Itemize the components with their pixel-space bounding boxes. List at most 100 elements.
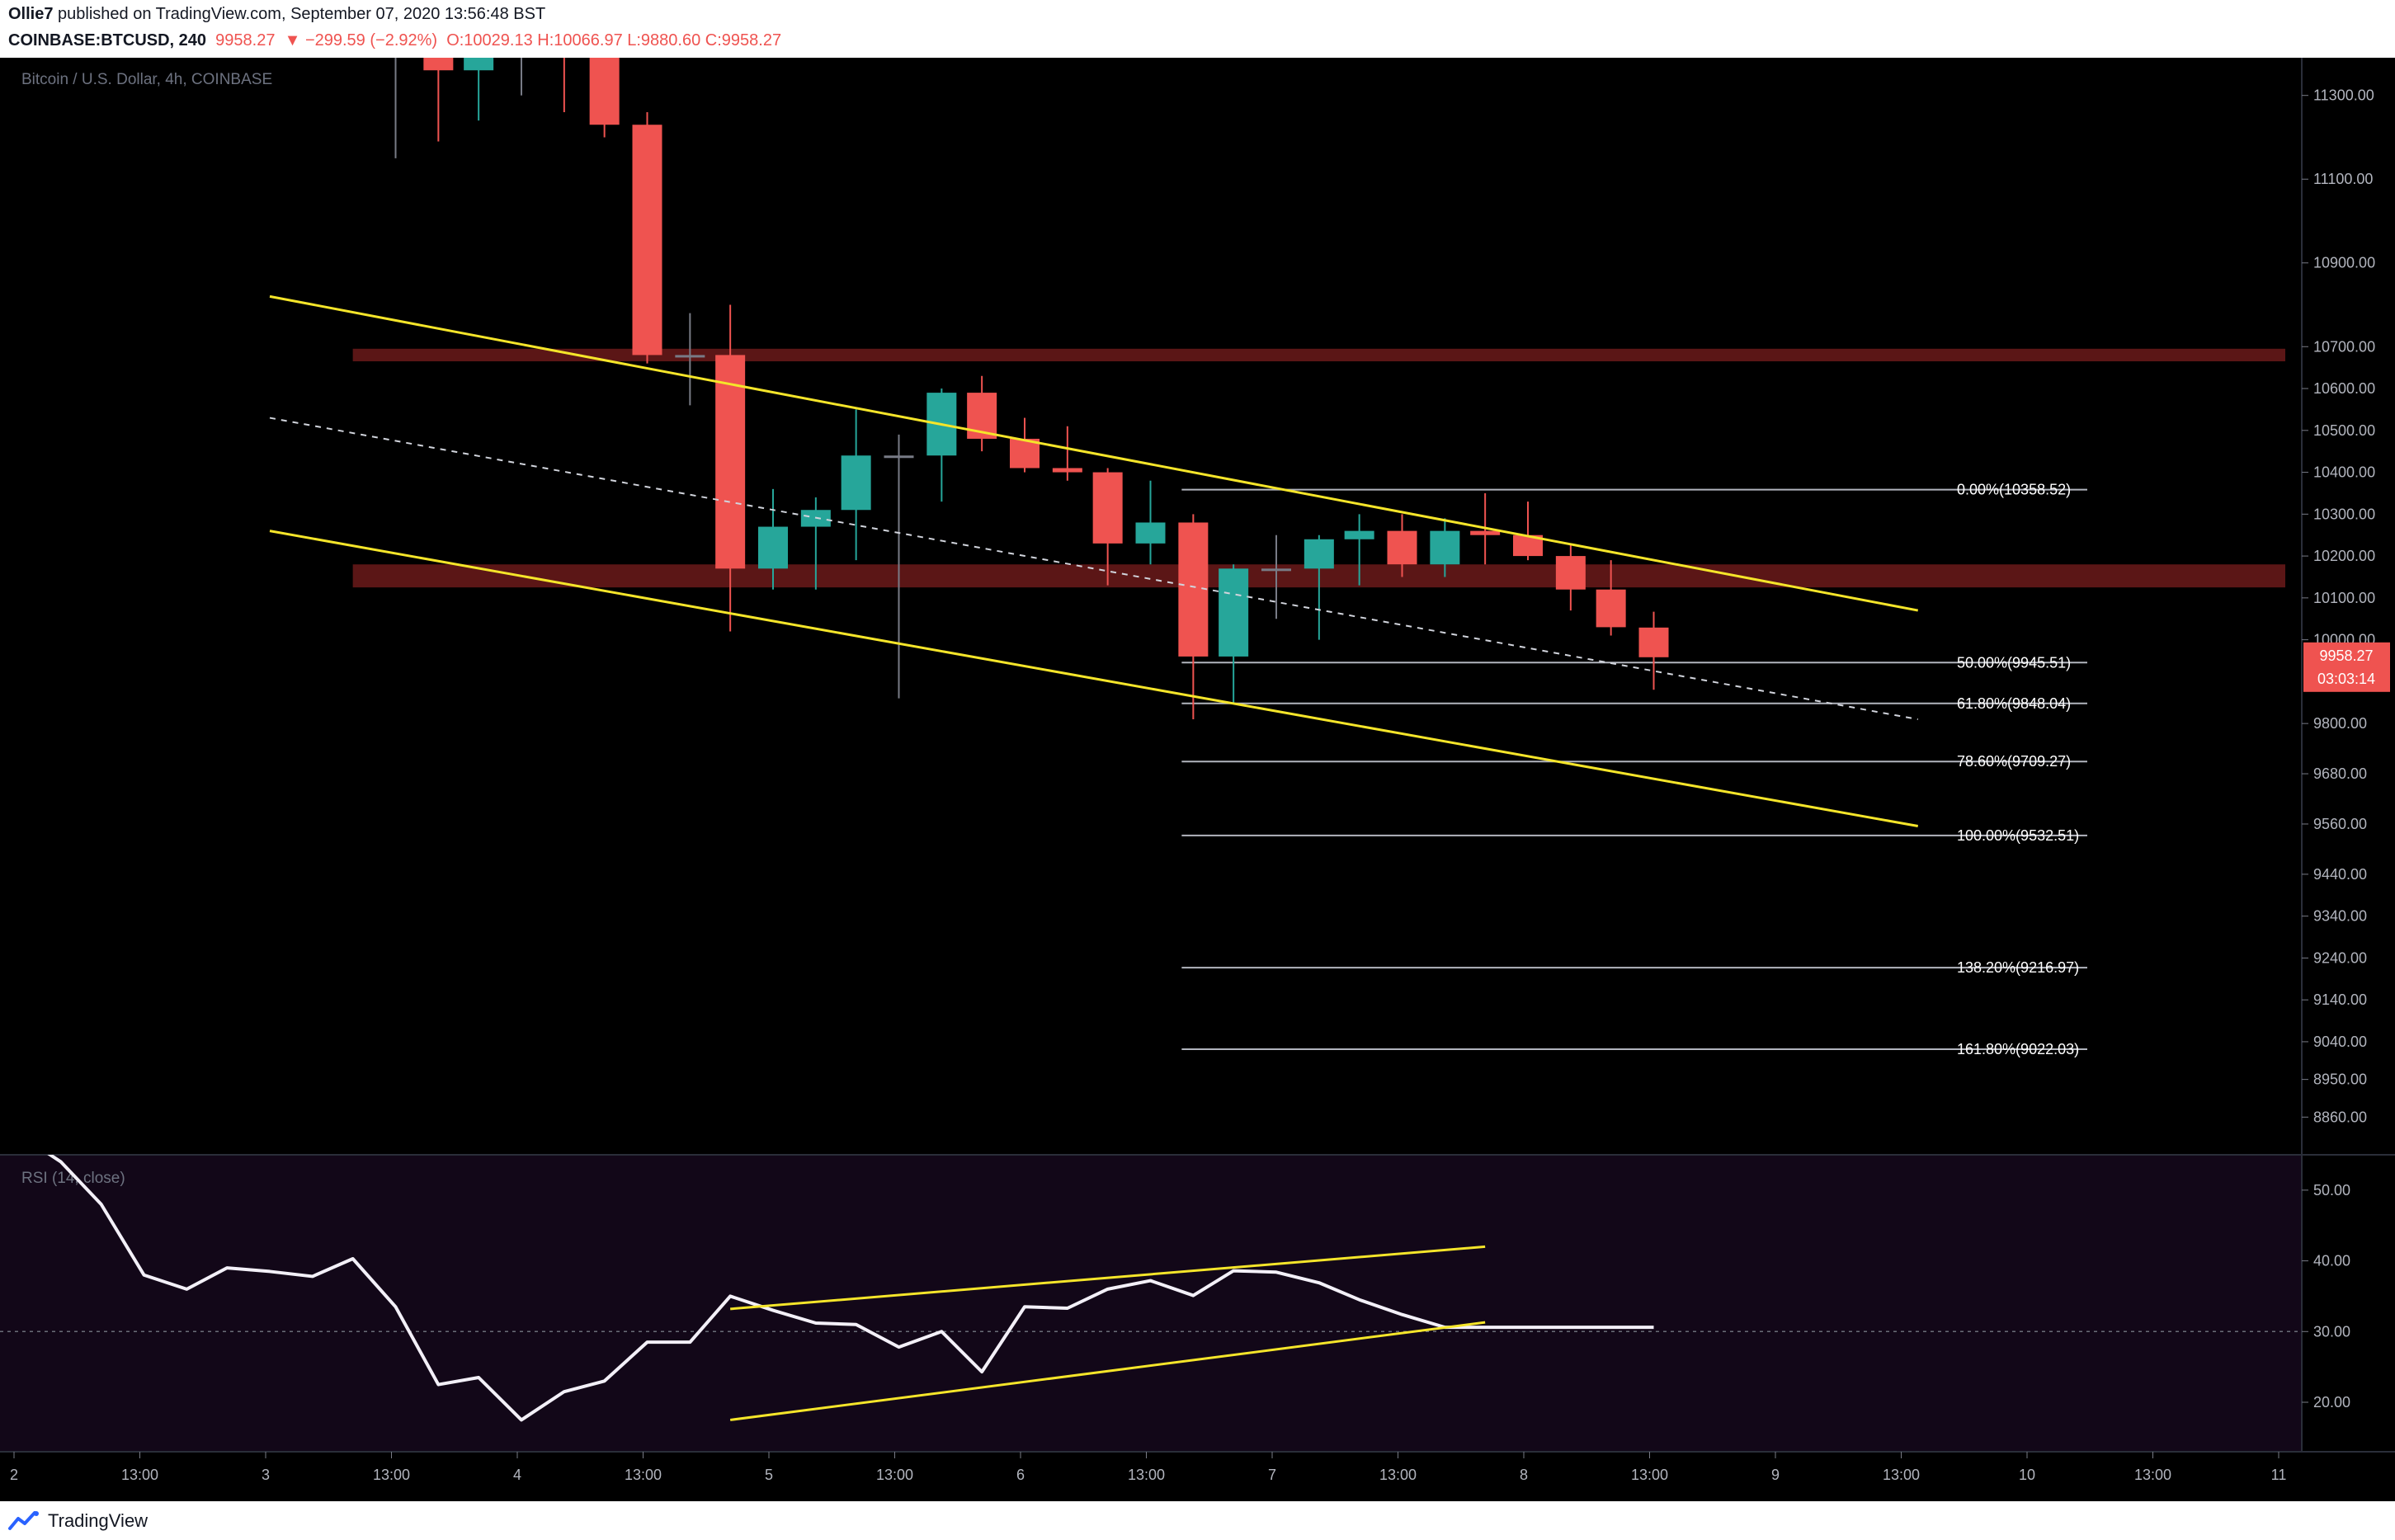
candle-body-4 bbox=[549, 54, 579, 58]
channel-line-0[interactable] bbox=[269, 294, 1919, 612]
rsi-pane-background bbox=[0, 1155, 2302, 1452]
price-tick-label-13: 9560.00 bbox=[2313, 816, 2367, 832]
candle-body-3 bbox=[507, 54, 536, 56]
chart-title: Bitcoin / U.S. Dollar, 4h, COINBASE bbox=[21, 71, 272, 88]
time-axis[interactable]: 2 13:00 3 13:00 4 13:00 5 13:00 6 13:00 7 13:00 8 13:… bbox=[10, 1452, 2286, 1483]
tradingview-icon bbox=[8, 1511, 39, 1530]
price-tick-label-9: 10100.00 bbox=[2313, 590, 2375, 606]
price-badge-countdown: 03:03:14 bbox=[2317, 671, 2375, 687]
candle-body-24 bbox=[1387, 530, 1417, 565]
published-text: published on TradingView.com, September … bbox=[58, 5, 546, 23]
rsi-tick-label-3: 20.00 bbox=[2313, 1394, 2350, 1410]
candle-body-28 bbox=[1555, 556, 1586, 590]
time-tick-label-0: 2 bbox=[10, 1467, 18, 1483]
candle-body-1 bbox=[423, 58, 454, 71]
author-name[interactable]: Ollie7 bbox=[8, 5, 54, 23]
footer-brand: TradingView bbox=[48, 1510, 149, 1531]
time-tick-label-2: 3 bbox=[262, 1467, 270, 1483]
time-tick-label-16: 10 bbox=[2019, 1467, 2035, 1483]
fib-level-label-2: 61.80%(9848.04) bbox=[1957, 695, 2071, 712]
rsi-trendline-1[interactable] bbox=[729, 1321, 1486, 1421]
time-tick-label-14: 9 bbox=[1771, 1467, 1780, 1483]
fib-level-label-5: 138.20%(9216.97) bbox=[1957, 959, 2079, 976]
time-tick-label-12: 8 bbox=[1520, 1467, 1528, 1483]
rsi-tick-label-0: 50.00 bbox=[2313, 1182, 2350, 1199]
price-tick-label-20: 8860.00 bbox=[2313, 1109, 2367, 1125]
price-change: ▼ −299.59 (−2.92%) bbox=[284, 31, 438, 49]
descending-channel[interactable] bbox=[269, 294, 1919, 827]
candle-body-17 bbox=[1092, 472, 1123, 544]
fib-level-label-0: 0.00%(10358.52) bbox=[1957, 482, 2071, 498]
rsi-line bbox=[47, 1155, 1654, 1422]
price-tick-label-17: 9140.00 bbox=[2313, 991, 2367, 1008]
price-tick-label-12: 9680.00 bbox=[2313, 765, 2367, 782]
candle-body-26 bbox=[1470, 530, 1501, 535]
rsi-tick-label-2: 30.00 bbox=[2313, 1323, 2350, 1340]
candle-body-16 bbox=[1052, 468, 1082, 473]
symbol-info: COINBASE:BTCUSD, 240 9958.27 ▼ −299.59 (… bbox=[8, 31, 781, 50]
candle-body-18 bbox=[1135, 522, 1166, 544]
candle-body-29 bbox=[1596, 589, 1626, 628]
price-tick-label-18: 9040.00 bbox=[2313, 1034, 2367, 1050]
candle-body-23 bbox=[1344, 530, 1374, 539]
fib-level-label-1: 50.00%(9945.51) bbox=[1957, 654, 2071, 671]
ohlc-values: O:10029.13 H:10066.97 L:9880.60 C:9958.2… bbox=[446, 31, 782, 49]
price-tick-label-2: 10900.00 bbox=[2313, 255, 2375, 271]
price-tick-label-3: 10700.00 bbox=[2313, 338, 2375, 355]
tradingview-logo[interactable]: TradingView bbox=[8, 1508, 148, 1534]
price-tick-label-1: 11100.00 bbox=[2313, 171, 2373, 187]
price-badge-bg bbox=[2303, 642, 2390, 692]
rsi-indicator bbox=[0, 1155, 2302, 1422]
candle-body-8 bbox=[715, 355, 746, 569]
candle-body-11 bbox=[841, 455, 871, 511]
chart-header: Ollie7 published on TradingView.com, Sep… bbox=[0, 0, 2395, 58]
price-tick-label-4: 10600.00 bbox=[2313, 380, 2375, 397]
footer-bar: TradingView bbox=[0, 1501, 2395, 1540]
price-tick-label-19: 8950.00 bbox=[2313, 1071, 2367, 1088]
last-price: 9958.27 bbox=[215, 31, 276, 49]
channel-line-2[interactable] bbox=[269, 530, 1919, 827]
price-tick-label-0: 11300.00 bbox=[2313, 87, 2374, 104]
time-tick-label-10: 7 bbox=[1268, 1467, 1276, 1483]
fib-retracement[interactable]: 0.00%(10358.52) 50.00%(9945.51) 61.80%(984… bbox=[1181, 482, 2087, 1057]
candle-body-12 bbox=[884, 455, 914, 459]
rsi-title: RSI (14, close) bbox=[21, 1170, 125, 1187]
rsi-trendline-0[interactable] bbox=[730, 1245, 1486, 1311]
price-tick-label-11: 9800.00 bbox=[2313, 715, 2367, 732]
price-tick-label-8: 10200.00 bbox=[2313, 548, 2375, 564]
price-tick-label-16: 9240.00 bbox=[2313, 949, 2367, 966]
time-tick-label-18: 11 bbox=[2271, 1467, 2287, 1483]
resistance-zone-0[interactable] bbox=[352, 348, 2286, 362]
price-tick-label-15: 9340.00 bbox=[2313, 908, 2367, 925]
price-tick-label-5: 10500.00 bbox=[2313, 422, 2375, 439]
candle-body-19 bbox=[1178, 522, 1209, 657]
candle-body-7 bbox=[675, 355, 705, 358]
price-tick-label-14: 9440.00 bbox=[2313, 866, 2367, 883]
candle-body-22 bbox=[1304, 539, 1334, 569]
candle-body-20 bbox=[1219, 568, 1249, 657]
time-tick-label-8: 6 bbox=[1016, 1467, 1025, 1483]
candle-bodies bbox=[381, 45, 1669, 657]
time-tick-label-4: 4 bbox=[513, 1467, 521, 1483]
channel-line-1[interactable] bbox=[269, 417, 1918, 721]
time-tick-label-17: 13:00 bbox=[2134, 1467, 2171, 1483]
candle-body-30 bbox=[1638, 627, 1669, 657]
price-axis[interactable]: 11300.00 11100.00 10900.00 10700.00 10600.00… bbox=[2302, 87, 2375, 1410]
candle-body-21 bbox=[1261, 568, 1291, 572]
price-tick-label-7: 10300.00 bbox=[2313, 506, 2375, 522]
fib-level-label-6: 161.80%(9022.03) bbox=[1957, 1041, 2079, 1057]
candle-body-0 bbox=[381, 45, 411, 48]
price-tick-label-6: 10400.00 bbox=[2313, 464, 2375, 481]
time-tick-label-5: 13:00 bbox=[625, 1467, 662, 1483]
time-tick-label-6: 5 bbox=[765, 1467, 773, 1483]
time-tick-label-7: 13:00 bbox=[876, 1467, 913, 1483]
symbol-label: COINBASE:BTCUSD, 240 bbox=[8, 31, 207, 49]
publish-info: Ollie7 published on TradingView.com, Sep… bbox=[8, 5, 545, 24]
time-tick-label-3: 13:00 bbox=[373, 1467, 410, 1483]
time-tick-label-1: 13:00 bbox=[121, 1467, 158, 1483]
candle-body-6 bbox=[632, 125, 662, 356]
time-tick-label-13: 13:00 bbox=[1631, 1467, 1668, 1483]
fib-level-label-3: 78.60%(9709.27) bbox=[1957, 753, 2071, 770]
time-tick-label-15: 13:00 bbox=[1883, 1467, 1920, 1483]
